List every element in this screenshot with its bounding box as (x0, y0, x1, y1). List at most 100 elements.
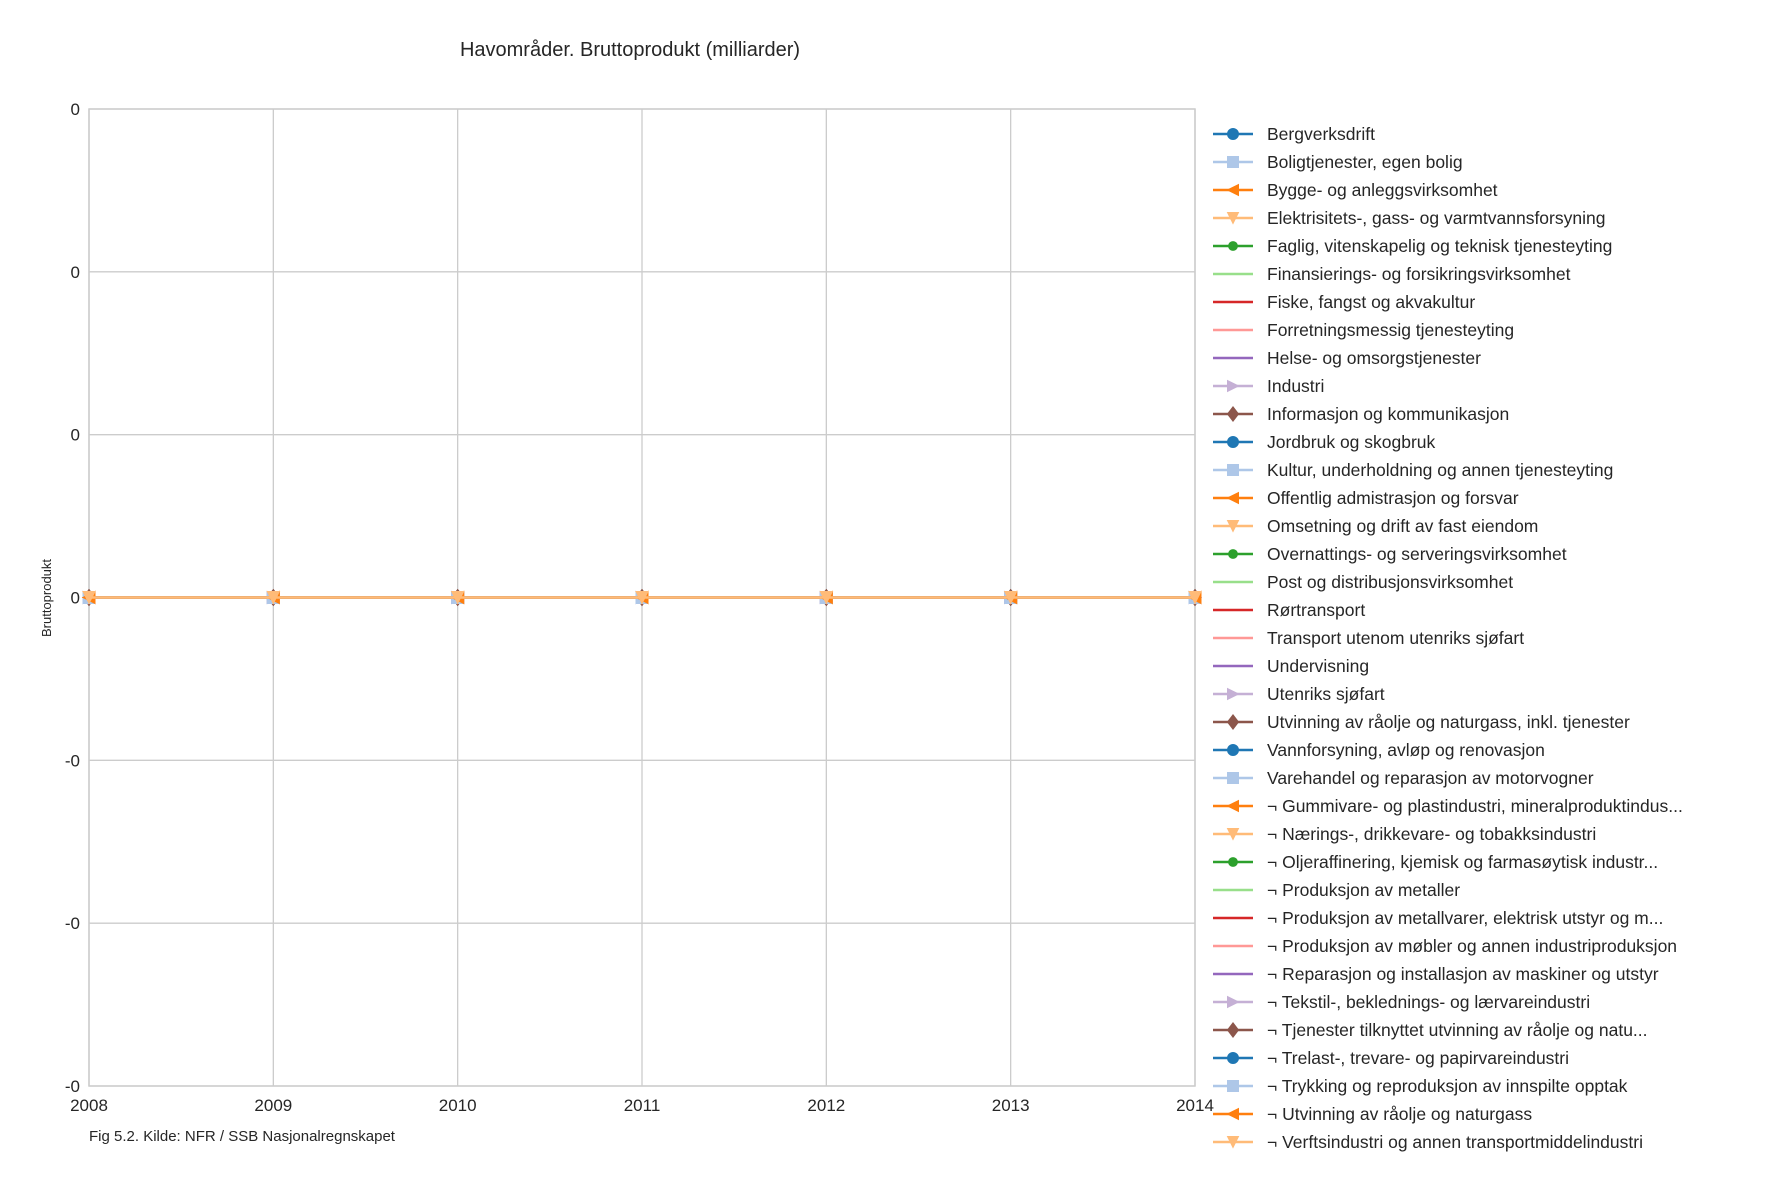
legend-item: Elektrisitets-, gass- og varmtvannsforsy… (1213, 208, 1605, 228)
y-tick-label: -0 (65, 1077, 80, 1096)
legend-item: Faglig, vitenskapelig og teknisk tjenest… (1213, 236, 1612, 256)
x-tick-label: 2008 (70, 1096, 108, 1115)
legend-marker (1227, 687, 1240, 701)
legend-label: Industri (1267, 376, 1324, 396)
legend-item: ¬ Verftsindustri og annen transportmidde… (1213, 1132, 1643, 1152)
legend-item: Fiske, fangst og akvakultur (1213, 292, 1475, 312)
legend-label: Faglig, vitenskapelig og teknisk tjenest… (1267, 236, 1612, 256)
x-tick-label: 2013 (992, 1096, 1030, 1115)
legend-item: Kultur, underholdning og annen tjenestey… (1213, 460, 1613, 480)
figure-caption: Fig 5.2. Kilde: NFR / SSB Nasjonalregnsk… (89, 1128, 396, 1145)
legend-item: ¬ Utvinning av råolje og naturgass (1213, 1104, 1532, 1124)
legend-label: ¬ Produksjon av metallvarer, elektrisk u… (1267, 908, 1663, 928)
x-tick-label: 2011 (624, 1096, 661, 1115)
legend-marker (1227, 772, 1239, 784)
legend-item: Informasjon og kommunikasjon (1213, 404, 1509, 424)
legend-label: Post og distribusjonsvirksomhet (1267, 572, 1513, 592)
legend-label: Utvinning av råolje og naturgass, inkl. … (1267, 712, 1630, 732)
legend-label: ¬ Trykking og reproduksjon av innspilte … (1267, 1076, 1628, 1096)
legend-marker (1227, 1080, 1239, 1092)
legend-item: ¬ Tjenester tilknyttet utvinning av råol… (1213, 1020, 1648, 1040)
legend-item: Industri (1213, 376, 1324, 396)
legend-label: Helse- og omsorgstjenester (1267, 348, 1481, 368)
legend-item: Post og distribusjonsvirksomhet (1213, 572, 1513, 592)
legend-label: Kultur, underholdning og annen tjenestey… (1267, 460, 1613, 480)
legend-marker (1226, 212, 1240, 225)
legend-label: Bergverksdrift (1267, 124, 1375, 144)
legend-marker (1227, 1052, 1239, 1064)
legend-item: Helse- og omsorgstjenester (1213, 348, 1481, 368)
series-37 (82, 591, 1202, 605)
data-point (1188, 591, 1202, 605)
legend-label: ¬ Oljeraffinering, kjemisk og farmasøyti… (1267, 852, 1658, 872)
legend-item: ¬ Trelast-, trevare- og papirvareindustr… (1213, 1048, 1569, 1068)
data-point (82, 591, 96, 605)
legend-item: ¬ Gummivare- og plastindustri, mineralpr… (1213, 796, 1683, 816)
y-axis-ticks: 0 0 0 0 -0 -0 -0 (65, 100, 80, 1096)
y-tick-label: 0 (71, 426, 80, 445)
legend-item: Varehandel og reparasjon av motorvogner (1213, 768, 1594, 788)
legend-label: Undervisning (1267, 656, 1369, 676)
legend: Bergverksdrift Boligtjenester, egen bolig… (1213, 124, 1683, 1152)
legend-item: Utvinning av råolje og naturgass, inkl. … (1213, 712, 1630, 732)
legend-label: Vannforsyning, avløp og renovasjon (1267, 740, 1545, 760)
legend-marker (1226, 1136, 1240, 1149)
x-axis-ticks: 2008 2009 2010 2011 2012 2013 2014 (70, 1096, 1214, 1115)
series-layer (81, 588, 1203, 607)
data-point (266, 591, 281, 605)
legend-item: Forretningsmessig tjenesteyting (1213, 320, 1514, 340)
y-tick-label: 0 (71, 589, 80, 608)
legend-item: ¬ Produksjon av metaller (1213, 880, 1460, 900)
legend-item: Offentlig admistrasjon og forsvar (1213, 488, 1519, 508)
legend-item: Utenriks sjøfart (1213, 684, 1385, 704)
legend-label: Transport utenom utenriks sjøfart (1267, 628, 1524, 648)
legend-label: Fiske, fangst og akvakultur (1267, 292, 1475, 312)
data-point (635, 591, 649, 605)
legend-item: ¬ Nærings-, drikkevare- og tobakksindust… (1213, 824, 1596, 844)
y-tick-label: 0 (71, 100, 80, 119)
y-tick-label: -0 (65, 751, 80, 770)
x-tick-label: 2014 (1176, 1096, 1214, 1115)
legend-item: Boligtjenester, egen bolig (1213, 152, 1463, 172)
legend-item: Overnattings- og serveringsvirksomhet (1213, 544, 1567, 564)
legend-item: Bygge- og anleggsvirksomhet (1213, 180, 1498, 200)
chart-title: Havområder. Bruttoprodukt (milliarder) (460, 39, 800, 61)
legend-item: ¬ Produksjon av møbler og annen industri… (1213, 936, 1677, 956)
legend-item: ¬ Tekstil-, beklednings- og lærvareindus… (1213, 992, 1590, 1012)
legend-label: ¬ Reparasjon og installasjon av maskiner… (1267, 964, 1659, 984)
legend-label: Bygge- og anleggsvirksomhet (1267, 180, 1498, 200)
legend-marker (1227, 436, 1239, 448)
legend-label: ¬ Tekstil-, beklednings- og lærvareindus… (1267, 992, 1590, 1012)
legend-marker (1226, 406, 1240, 422)
legend-item: ¬ Reparasjon og installasjon av maskiner… (1213, 964, 1659, 984)
legend-item: ¬ Oljeraffinering, kjemisk og farmasøyti… (1213, 852, 1658, 872)
data-point (450, 591, 465, 605)
legend-marker (1227, 464, 1239, 476)
legend-label: Overnattings- og serveringsvirksomhet (1267, 544, 1567, 564)
legend-item: Rørtransport (1213, 600, 1365, 620)
legend-marker (1226, 491, 1239, 505)
legend-label: ¬ Verftsindustri og annen transportmidde… (1267, 1132, 1643, 1152)
legend-marker (1228, 857, 1238, 867)
legend-item: Jordbruk og skogbruk (1213, 432, 1436, 452)
legend-marker (1226, 520, 1240, 533)
legend-marker (1228, 241, 1238, 251)
legend-label: Finansierings- og forsikringsvirksomhet (1267, 264, 1571, 284)
legend-marker (1227, 995, 1240, 1009)
legend-label: Rørtransport (1267, 600, 1365, 620)
legend-marker (1228, 549, 1238, 559)
legend-label: Informasjon og kommunikasjon (1267, 404, 1509, 424)
legend-label: Forretningsmessig tjenesteyting (1267, 320, 1514, 340)
legend-marker (1226, 828, 1240, 841)
y-tick-label: 0 (71, 263, 80, 282)
legend-marker (1227, 156, 1239, 168)
legend-label: Jordbruk og skogbruk (1267, 432, 1436, 452)
legend-marker (1226, 1107, 1239, 1121)
legend-marker (1227, 744, 1239, 756)
legend-marker (1226, 183, 1239, 197)
legend-marker (1226, 799, 1239, 813)
legend-item: Omsetning og drift av fast eiendom (1213, 516, 1538, 536)
y-axis-label: Bruttoprodukt (39, 559, 54, 637)
legend-label: ¬ Tjenester tilknyttet utvinning av råol… (1267, 1020, 1648, 1040)
